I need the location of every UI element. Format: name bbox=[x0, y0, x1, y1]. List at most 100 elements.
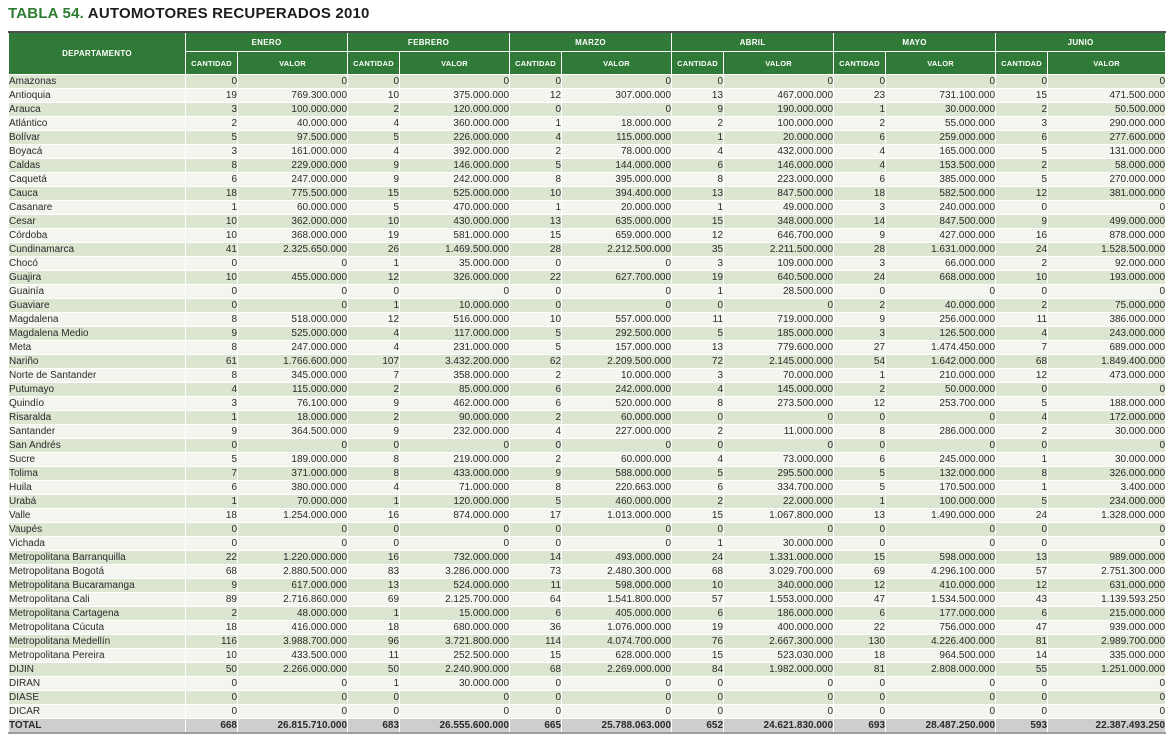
table-row: Antioquia 19 769.300.000 10 375.000.000 12 307… bbox=[8, 88, 1167, 103]
valor-cell: 60.000.000 bbox=[561, 410, 673, 425]
cantidad-cell: 22 bbox=[833, 620, 887, 635]
cantidad-cell: 0 bbox=[185, 690, 238, 705]
valor-cell: 50.500.000 bbox=[1047, 102, 1167, 117]
cantidad-cell: 15 bbox=[833, 550, 887, 565]
page-title: TABLA 54. AUTOMOTORES RECUPERADOS 2010 bbox=[8, 5, 1173, 22]
cantidad-cell: 6 bbox=[995, 606, 1049, 621]
valor-cell: 132.000.000 bbox=[885, 466, 997, 481]
valor-cell: 232.000.000 bbox=[399, 424, 511, 439]
cantidad-cell: 54 bbox=[833, 354, 887, 369]
month-header-mayo: MAYO bbox=[833, 31, 997, 52]
valor-cell: 2.716.860.000 bbox=[236, 592, 349, 607]
valor-cell: 348.000.000 bbox=[723, 214, 835, 229]
valor-cell: 2.808.000.000 bbox=[885, 662, 997, 677]
cantidad-cell: 28 bbox=[833, 242, 887, 257]
valor-cell: 11.000.000 bbox=[723, 424, 835, 439]
cantidad-cell: 683 bbox=[347, 718, 401, 734]
cantidad-cell: 2 bbox=[995, 298, 1049, 313]
valor-cell: 1.849.400.000 bbox=[1047, 354, 1167, 369]
department-cell: Metropolitana Cartagena bbox=[8, 606, 186, 621]
valor-cell: 234.000.000 bbox=[1047, 494, 1167, 509]
valor-cell: 0 bbox=[885, 438, 997, 453]
cantidad-cell: 16 bbox=[995, 228, 1049, 243]
month-header-enero: ENERO bbox=[184, 31, 349, 52]
valor-cell: 1.490.000.000 bbox=[885, 508, 997, 523]
cantidad-cell: 593 bbox=[995, 718, 1049, 734]
valor-cell: 345.000.000 bbox=[236, 368, 349, 383]
valor-cell: 215.000.000 bbox=[1047, 606, 1167, 621]
cantidad-cell: 0 bbox=[833, 690, 887, 705]
cantidad-cell: 4 bbox=[671, 382, 725, 397]
cantidad-cell: 24 bbox=[995, 508, 1049, 523]
department-cell: Magdalena bbox=[8, 312, 186, 327]
valor-cell: 2.125.700.000 bbox=[399, 592, 511, 607]
valor-cell: 75.000.000 bbox=[1047, 298, 1167, 313]
cantidad-cell: 0 bbox=[671, 438, 725, 453]
valor-cell: 188.000.000 bbox=[1047, 396, 1167, 411]
valor-cell: 92.000.000 bbox=[1047, 256, 1167, 271]
valor-cell: 2.212.500.000 bbox=[561, 242, 673, 257]
cantidad-cell: 6 bbox=[833, 172, 887, 187]
valor-cell: 193.000.000 bbox=[1047, 270, 1167, 285]
valor-cell: 292.500.000 bbox=[561, 326, 673, 341]
valor-cell: 0 bbox=[885, 536, 997, 551]
table-row: Risaralda 1 18.000.000 2 90.000.000 2 60.000.0… bbox=[8, 410, 1167, 425]
cantidad-cell: 64 bbox=[509, 592, 563, 607]
cantidad-cell: 8 bbox=[185, 340, 238, 355]
valor-cell: 3.432.200.000 bbox=[399, 354, 511, 369]
department-cell: Vaupés bbox=[8, 522, 186, 537]
cantidad-cell: 18 bbox=[833, 648, 887, 663]
department-cell: Caquetá bbox=[8, 172, 186, 187]
department-cell: Sucre bbox=[8, 452, 186, 467]
valor-cell: 775.500.000 bbox=[236, 186, 349, 201]
total-row: TOTAL 668 26.815.710.000 683 26.555.600.000 6… bbox=[8, 718, 1167, 734]
cantidad-cell: 4 bbox=[509, 130, 563, 145]
valor-cell: 1.220.000.000 bbox=[236, 550, 349, 565]
cantidad-cell: 8 bbox=[995, 466, 1049, 481]
cantidad-cell: 19 bbox=[185, 88, 238, 103]
cantidad-cell: 9 bbox=[347, 424, 401, 439]
cantidad-cell: 18 bbox=[347, 620, 401, 635]
valor-cell: 430.000.000 bbox=[399, 214, 511, 229]
department-cell: Arauca bbox=[8, 102, 186, 117]
cantidad-cell: 2 bbox=[509, 368, 563, 383]
cantidad-cell: 8 bbox=[833, 424, 887, 439]
valor-cell: 0 bbox=[885, 676, 997, 691]
valor-cell: 362.000.000 bbox=[236, 214, 349, 229]
cantidad-cell: 96 bbox=[347, 634, 401, 649]
valor-cell: 97.500.000 bbox=[236, 130, 349, 145]
cantidad-cell: 10 bbox=[185, 228, 238, 243]
valor-cell: 0 bbox=[1047, 438, 1167, 453]
department-cell: Amazonas bbox=[8, 74, 186, 89]
table-row: Urabá 1 70.000.000 1 120.000.000 5 460.000.000… bbox=[8, 494, 1167, 509]
month-header-abril: ABRIL bbox=[671, 31, 835, 52]
valor-cell: 220.663.000 bbox=[561, 480, 673, 495]
cantidad-cell: 5 bbox=[671, 466, 725, 481]
valor-cell: 4.226.400.000 bbox=[885, 634, 997, 649]
valor-cell: 144.000.000 bbox=[561, 158, 673, 173]
cantidad-cell: 26 bbox=[347, 242, 401, 257]
department-cell: Santander bbox=[8, 424, 186, 439]
valor-cell: 229.000.000 bbox=[236, 158, 349, 173]
cantidad-cell: 1 bbox=[347, 494, 401, 509]
cantidad-cell: 6 bbox=[833, 130, 887, 145]
department-cell: Guainía bbox=[8, 284, 186, 299]
department-cell: Tolima bbox=[8, 466, 186, 481]
cantidad-cell: 2 bbox=[185, 606, 238, 621]
valor-cell: 375.000.000 bbox=[399, 88, 511, 103]
cantidad-cell: 0 bbox=[185, 522, 238, 537]
cantidad-cell: 10 bbox=[995, 270, 1049, 285]
valor-cell: 1.982.000.000 bbox=[723, 662, 835, 677]
cantidad-cell: 0 bbox=[185, 676, 238, 691]
cantidad-cell: 693 bbox=[833, 718, 887, 734]
table-row: DIRAN 0 0 1 30.000.000 0 0 0 0 0 0 0 0 bbox=[8, 676, 1167, 691]
cantidad-cell: 4 bbox=[833, 158, 887, 173]
cantidad-cell: 1 bbox=[833, 368, 887, 383]
cantidad-cell: 0 bbox=[671, 704, 725, 719]
valor-cell: 719.000.000 bbox=[723, 312, 835, 327]
valor-cell: 386.000.000 bbox=[1047, 312, 1167, 327]
valor-cell: 1.553.000.000 bbox=[723, 592, 835, 607]
valor-header-enero: VALOR bbox=[236, 51, 349, 75]
valor-header-junio: VALOR bbox=[1047, 51, 1167, 75]
department-cell: Guaviare bbox=[8, 298, 186, 313]
